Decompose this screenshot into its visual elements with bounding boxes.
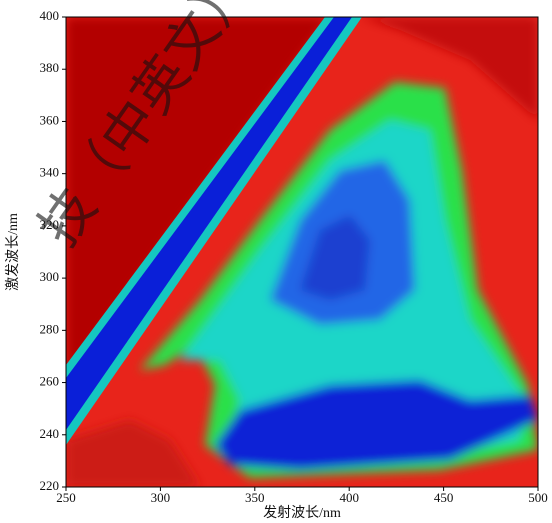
y-tick-label: 360	[40, 112, 60, 127]
x-tick-label: 250	[56, 490, 76, 505]
contour-field	[66, 17, 538, 487]
y-tick-label: 300	[40, 269, 60, 284]
x-tick-label: 500	[528, 490, 548, 505]
x-axis-label: 发射波长/nm	[263, 505, 341, 521]
y-tick-label: 380	[40, 60, 60, 75]
y-tick-label: 260	[40, 374, 60, 389]
y-axis-label: 激发波长/nm	[4, 213, 21, 291]
y-tick-label: 280	[40, 321, 60, 336]
y-tick-label: 240	[40, 426, 60, 441]
y-tick-label: 340	[40, 165, 60, 180]
plot-frame	[65, 16, 539, 488]
y-tick-label: 400	[40, 8, 60, 23]
x-tick-label: 350	[245, 490, 265, 505]
x-tick-label: 400	[339, 490, 359, 505]
y-tick-label: 220	[40, 478, 60, 493]
x-tick-label: 450	[434, 490, 454, 505]
y-tick-label: 320	[40, 217, 60, 232]
x-tick-label: 300	[151, 490, 171, 505]
